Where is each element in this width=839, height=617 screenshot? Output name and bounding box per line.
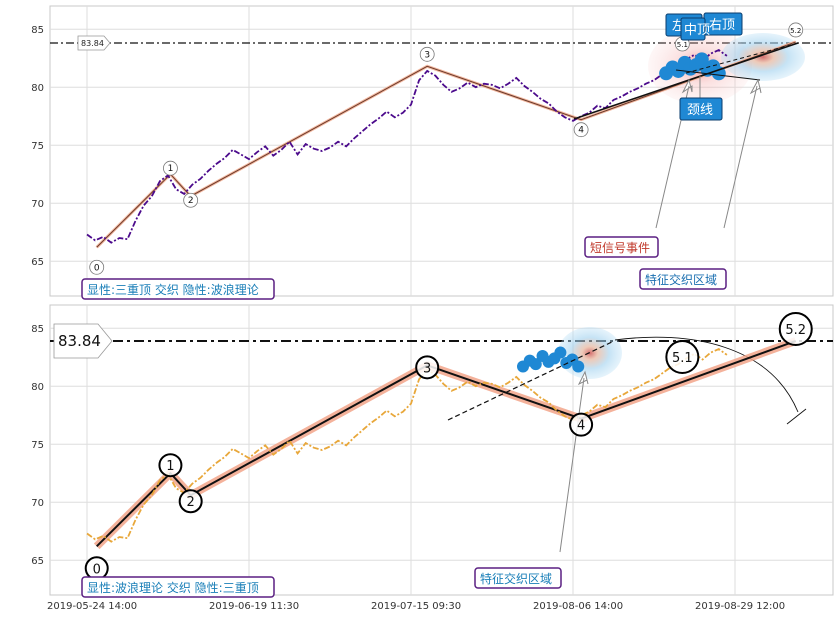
wave-label-text: 3 — [423, 361, 431, 376]
bottom-wave-line — [96, 340, 797, 547]
top-wave-line — [96, 41, 796, 248]
bottom-caption: 显性:波浪理论 交织 隐性:三重顶 — [87, 580, 259, 595]
bottom-panel: 65 70 75 80 85 2019-05-24 14:00 2019-06-19 11… — [31, 304, 834, 612]
top-fan-line — [685, 42, 799, 74]
wave-label-text: 4 — [578, 126, 584, 136]
bottom-fan-line — [447, 340, 615, 421]
bottom-feature-zone-box: 特征交织区域 — [474, 567, 562, 589]
wave-label-5-1: 5.1 — [665, 340, 700, 374]
top-reference-marker: 83.84 — [77, 35, 111, 51]
top-arrow-feature-zone — [723, 78, 762, 229]
wave-label-1: 1 — [158, 453, 183, 478]
middle-top-box: 中顶 — [680, 17, 710, 41]
y-tick-label: 65 — [31, 556, 44, 567]
y-tick-label: 80 — [31, 382, 44, 393]
cluster-point — [554, 346, 567, 359]
wave-label-text: 2 — [188, 196, 194, 206]
bottom-grid — [50, 305, 833, 595]
short-signal-box: 短信号事件 — [584, 236, 659, 258]
wave-label-text: 1 — [168, 164, 174, 174]
wave-label-text: 1 — [166, 459, 174, 474]
y-tick-label: 75 — [31, 141, 44, 152]
x-tick-label: 2019-06-19 11:30 — [209, 601, 299, 612]
top-cluster-points — [659, 52, 726, 81]
bottom-arrow-feature-zone — [559, 370, 589, 553]
right-top-box: 右顶 — [703, 12, 743, 36]
top-feature-zone-label: 特征交织区域 — [645, 272, 717, 287]
cluster-point — [694, 52, 709, 67]
wave-label-text: 3 — [424, 50, 430, 60]
top-feature-zone-box: 特征交织区域 — [639, 268, 727, 290]
y-tick-label: 70 — [31, 199, 44, 210]
top-y-ticks: 65 70 75 80 85 — [31, 25, 44, 268]
wave-label-1: 1 — [163, 160, 178, 176]
bottom-y-ticks: 65 70 75 80 85 — [31, 324, 44, 567]
wave-label-5-2: 5.2 — [788, 22, 804, 38]
wave-label-2: 2 — [178, 489, 203, 514]
right-top-label: 右顶 — [709, 18, 735, 33]
short-signal-label: 短信号事件 — [590, 241, 650, 255]
wave-label-3: 3 — [419, 46, 435, 62]
cluster-point — [572, 360, 585, 373]
bottom-arc-cap — [786, 408, 807, 425]
wave-label-5-2: 5.2 — [778, 311, 813, 346]
y-tick-label: 85 — [31, 324, 44, 335]
bottom-feature-zone-label: 特征交织区域 — [480, 571, 552, 586]
wave-label-text: 5.1 — [672, 351, 693, 366]
wave-label-4: 4 — [569, 412, 594, 437]
bottom-blue-blob — [558, 327, 622, 379]
bottom-arc — [614, 336, 799, 413]
bottom-x-ticks: 2019-05-24 14:00 2019-06-19 11:30 2019-07-… — [47, 601, 785, 612]
neckline-box: 颈线 — [679, 97, 723, 121]
x-tick-label: 2019-05-24 14:00 — [47, 601, 137, 612]
y-tick-label: 75 — [31, 440, 44, 451]
wave-label-2: 2 — [183, 192, 199, 208]
top-trend-line — [573, 42, 799, 120]
wave-label-text: 5.1 — [677, 41, 688, 49]
top-caption: 显性:三重顶 交织 隐性:波浪理论 — [87, 282, 259, 297]
wave-label-text: 5.2 — [785, 323, 806, 338]
wave-label-3: 3 — [415, 355, 440, 380]
top-blue-blob — [721, 33, 805, 81]
middle-top-label: 中顶 — [684, 23, 710, 38]
top-neckline — [675, 69, 761, 81]
y-tick-label: 80 — [31, 83, 44, 94]
wave-label-text: 0 — [93, 562, 101, 577]
bottom-plot-frame — [49, 304, 834, 596]
wave-label-0: 0 — [89, 259, 105, 275]
bottom-cluster-points — [517, 346, 585, 373]
top-caption-box: 显性:三重顶 交织 隐性:波浪理论 — [81, 278, 275, 300]
x-tick-label: 2019-07-15 09:30 — [371, 601, 461, 612]
cluster-point — [529, 358, 542, 371]
wave-label-text: 2 — [187, 495, 195, 510]
wave-label-0: 0 — [84, 556, 109, 581]
y-tick-label: 70 — [31, 498, 44, 509]
y-tick-label: 85 — [31, 25, 44, 36]
top-reference-label: 83.84 — [81, 39, 104, 48]
wave-label-text: 4 — [577, 419, 585, 434]
bottom-caption-box: 显性:波浪理论 交织 隐性:三重顶 — [81, 576, 275, 598]
x-tick-label: 2019-08-29 12:00 — [695, 601, 785, 612]
wave-label-text: 5.2 — [790, 27, 801, 35]
bottom-price-line — [86, 348, 728, 543]
wave-label-4: 4 — [573, 122, 589, 138]
wave-label-text: 0 — [94, 263, 100, 273]
neckline-label: 颈线 — [687, 103, 713, 118]
y-tick-label: 65 — [31, 257, 44, 268]
cluster-point — [711, 66, 726, 81]
bottom-reference-label: 83.84 — [58, 332, 101, 350]
x-tick-label: 2019-08-06 14:00 — [533, 601, 623, 612]
bottom-wave-labels: 0 1 2 3 4 5.1 5.2 — [84, 311, 813, 581]
bottom-reference-marker: 83.84 — [53, 323, 113, 359]
top-price-line — [86, 49, 728, 244]
